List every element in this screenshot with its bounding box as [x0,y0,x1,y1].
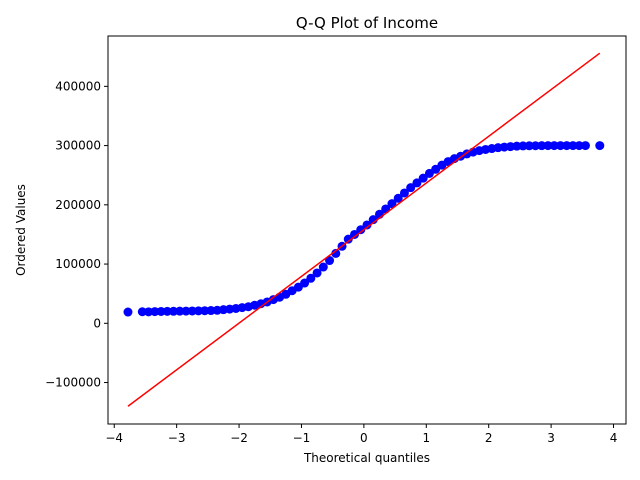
data-point [156,306,166,316]
data-point [418,173,428,183]
x-tick-label: −2 [230,431,248,445]
data-point [555,141,565,151]
reference-line [127,52,601,407]
data-point [187,306,197,316]
data-point [350,229,360,239]
y-axis: −100000 0 100000 200000 300000 400000 [45,79,108,390]
y-axis-label: Ordered Values [14,184,28,276]
data-point [137,307,147,317]
data-point [150,307,160,317]
x-tick-label: −1 [293,431,311,445]
x-tick-label: 1 [422,431,430,445]
chart-title: Q-Q Plot of Income [296,14,438,32]
data-point [343,234,353,244]
x-tick-label: −3 [168,431,186,445]
y-tick-label: 300000 [55,139,101,153]
data-point [562,141,572,151]
data-point [537,141,547,151]
y-tick-label: 100000 [55,257,101,271]
data-point [306,273,316,283]
data-point [181,306,191,316]
x-tick-label: 2 [485,431,493,445]
data-point [318,262,328,272]
data-point [312,268,322,278]
data-point [549,141,559,151]
data-point [162,306,172,316]
data-point [193,306,203,316]
data-point [356,225,366,235]
data-point [524,141,534,151]
data-point [175,306,185,316]
data-point [393,193,403,203]
data-point [406,183,416,193]
data-point [543,141,553,151]
data-point [399,188,409,198]
data-point [531,141,541,151]
data-point [595,141,605,151]
y-tick-label: −100000 [45,376,101,390]
x-tick-label: 0 [360,431,368,445]
data-point [568,141,578,151]
y-tick-label: 0 [93,316,101,330]
y-tick-label: 400000 [55,79,101,93]
data-point [169,306,179,316]
x-axis-label: Theoretical quantiles [303,451,430,465]
x-tick-label: 4 [610,431,618,445]
data-point [325,256,335,266]
data-point [123,307,133,317]
y-tick-label: 200000 [55,198,101,212]
data-point [580,141,590,151]
data-point [300,278,310,288]
data-point [518,141,528,151]
axes-frame [107,35,627,425]
data-point [574,141,584,151]
data-point [412,178,422,188]
x-axis: −4 −3 −2 −1 0 1 2 3 4 [105,424,617,445]
data-point [387,199,397,209]
x-tick-label: 3 [547,431,555,445]
plot-area [123,52,605,407]
x-tick-label: −4 [105,431,123,445]
data-point [331,248,341,258]
data-point [362,220,372,230]
